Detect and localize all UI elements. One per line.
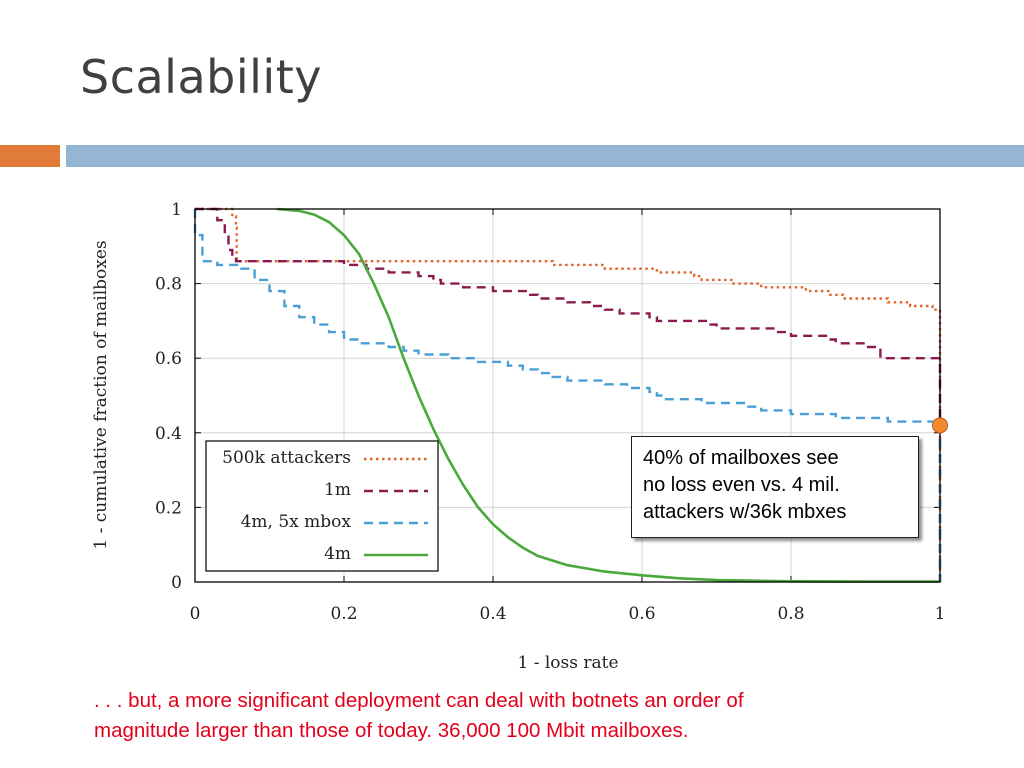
title-divider-bar: [66, 145, 1024, 167]
callout-line: no loss even vs. 4 mil.: [643, 474, 840, 496]
series-lines: [193, 207, 942, 583]
plot-frame: [194, 208, 941, 583]
callout-line: 40% of mailboxes see: [643, 447, 839, 469]
caption-line: magnitude larger than those of today. 36…: [94, 719, 689, 742]
series-line-4m: [276, 207, 940, 583]
legend-label-4m: 4m: [324, 544, 351, 564]
series-line-1m: [195, 207, 942, 582]
legend-label-4m-5x-mbox: 4m, 5x mbox: [241, 512, 352, 532]
x-tick-label: 0.2: [330, 604, 357, 624]
caption-line: . . . but, a more significant deployment…: [94, 689, 744, 712]
legend-label-500k-attackers: 500k attackers: [222, 448, 351, 468]
y-axis-label: 1 - cumulative fraction of mailboxes: [91, 240, 111, 549]
highlight-marker: [932, 417, 948, 434]
y-tick-label: 0.6: [155, 349, 182, 369]
y-tick-label: 0.2: [155, 498, 182, 518]
x-tick-label: 0.6: [628, 604, 655, 624]
slide-caption: . . . but, a more significant deployment…: [94, 686, 974, 746]
callout-box: 40% of mailboxes see no loss even vs. 4 …: [631, 436, 919, 538]
y-tick-label: 1: [171, 200, 182, 220]
axis-ticks: 0 0.2 0.4 0.6 0.8 1 0 0.2 0.4 0.6 0.8 1: [155, 200, 945, 624]
x-tick-label: 0: [190, 604, 201, 624]
y-tick-label: 0.4: [155, 424, 182, 444]
y-tick-label: 0.8: [155, 275, 182, 295]
slide-title: Scalability: [80, 50, 322, 104]
x-tick-label: 1: [935, 604, 946, 624]
x-axis-label: 1 - loss rate: [517, 653, 618, 673]
x-tick-label: 0.8: [777, 604, 804, 624]
legend-label-1m: 1m: [324, 480, 351, 500]
legend-box: [205, 440, 439, 572]
callout-line: attackers w/36k mbxes: [643, 501, 847, 523]
series-line-4m-5x-mbox: [193, 209, 942, 582]
x-tick-label: 0.4: [479, 604, 506, 624]
legend: 500k attackers 1m 4m, 5x mbox 4m: [205, 440, 439, 572]
y-tick-label: 0: [171, 573, 182, 593]
title-accent-bar: [0, 145, 60, 167]
